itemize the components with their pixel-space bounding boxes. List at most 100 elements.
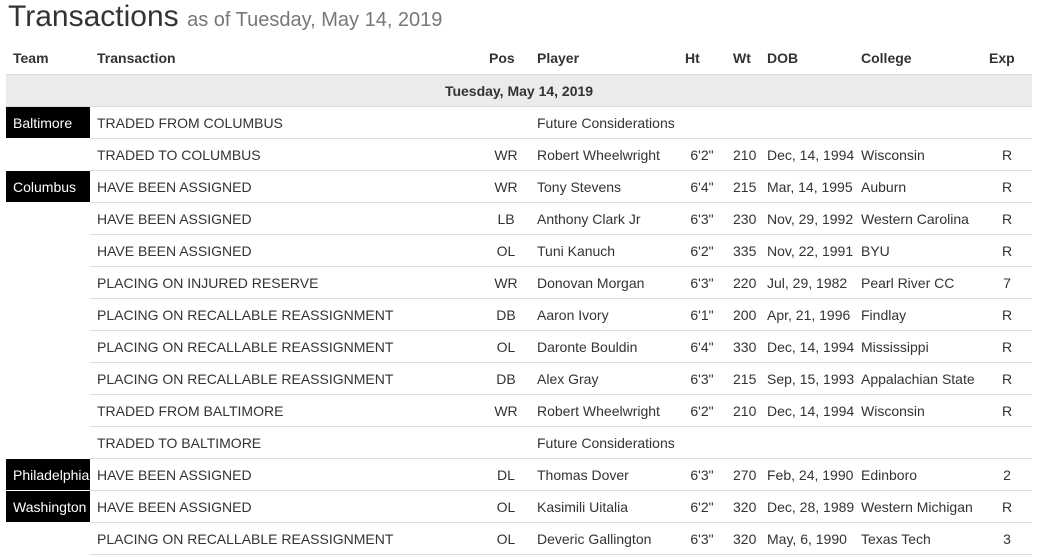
player-cell[interactable]: Kasimili Uitalia [530, 490, 678, 523]
table-row: Philadelphia HAVE BEEN ASSIGNED DL Thomas D… [6, 458, 1032, 491]
pos-cell: OL [482, 522, 530, 555]
dob-cell: Apr, 21, 1996 [760, 298, 854, 331]
college-cell: Western Michigan [854, 490, 982, 523]
table-row: Columbus HAVE BEEN ASSIGNED WR Tony Stevens… [6, 170, 1032, 203]
header-ht[interactable]: Ht [678, 42, 726, 75]
transaction-cell: PLACING ON RECALLABLE REASSIGNMENT [90, 362, 482, 395]
team-cell: Columbus [6, 170, 90, 203]
exp-cell: R [982, 490, 1032, 523]
transaction-cell: HAVE BEEN ASSIGNED [90, 170, 482, 203]
college-cell: Wisconsin [854, 394, 982, 427]
college-cell: Western Carolina [854, 202, 982, 235]
player-cell[interactable]: Thomas Dover [530, 458, 678, 491]
college-cell [854, 426, 982, 459]
transaction-cell: HAVE BEEN ASSIGNED [90, 458, 482, 491]
player-cell[interactable]: Future Considerations [530, 106, 678, 139]
team-cell [6, 298, 90, 331]
player-cell[interactable]: Tuni Kanuch [530, 234, 678, 267]
transaction-cell: TRADED FROM BALTIMORE [90, 394, 482, 427]
exp-cell: 7 [982, 266, 1032, 299]
dob-cell [760, 426, 854, 459]
college-cell: Findlay [854, 298, 982, 331]
college-cell: Auburn [854, 170, 982, 203]
wt-cell: 330 [726, 330, 760, 363]
transaction-cell: PLACING ON RECALLABLE REASSIGNMENT [90, 298, 482, 331]
player-cell[interactable]: Aaron Ivory [530, 298, 678, 331]
dob-cell: Dec, 14, 1994 [760, 138, 854, 171]
transactions-table: Team Transaction Pos Player Ht Wt DOB Co… [6, 42, 1032, 555]
exp-cell: 3 [982, 522, 1032, 555]
player-cell[interactable]: Deveric Gallington [530, 522, 678, 555]
exp-cell: R [982, 170, 1032, 203]
team-cell: Baltimore [6, 106, 90, 139]
team-cell [6, 266, 90, 299]
college-cell: Mississippi [854, 330, 982, 363]
dob-cell: Nov, 29, 1992 [760, 202, 854, 235]
wt-cell [726, 426, 760, 459]
table-row: PLACING ON RECALLABLE REASSIGNMENT OL Daro… [6, 330, 1032, 363]
table-row: Washington HAVE BEEN ASSIGNED OL Kasimili U… [6, 490, 1032, 523]
dob-cell: Dec, 14, 1994 [760, 330, 854, 363]
transaction-cell: HAVE BEEN ASSIGNED [90, 202, 482, 235]
header-player[interactable]: Player [530, 42, 678, 75]
college-cell: BYU [854, 234, 982, 267]
ht-cell: 6'2" [678, 490, 726, 523]
header-pos[interactable]: Pos [482, 42, 530, 75]
header-dob[interactable]: DOB [760, 42, 854, 75]
wt-cell: 335 [726, 234, 760, 267]
exp-cell: R [982, 362, 1032, 395]
transaction-cell: TRADED TO BALTIMORE [90, 426, 482, 459]
team-cell [6, 394, 90, 427]
pos-cell: DB [482, 298, 530, 331]
player-cell[interactable]: Robert Wheelwright [530, 394, 678, 427]
college-cell: Texas Tech [854, 522, 982, 555]
table-row: TRADED TO COLUMBUS WR Robert Wheelwright 6'… [6, 138, 1032, 171]
header-college[interactable]: College [854, 42, 982, 75]
pos-cell: OL [482, 330, 530, 363]
exp-cell: 2 [982, 458, 1032, 491]
transaction-cell: HAVE BEEN ASSIGNED [90, 490, 482, 523]
player-cell[interactable]: Alex Gray [530, 362, 678, 395]
dob-cell: Mar, 14, 1995 [760, 170, 854, 203]
exp-cell: R [982, 138, 1032, 171]
table-row: HAVE BEEN ASSIGNED LB Anthony Clark Jr 6'3"… [6, 202, 1032, 235]
player-cell[interactable]: Anthony Clark Jr [530, 202, 678, 235]
page-title-text: Transactions [8, 0, 179, 33]
team-cell: Washington [6, 490, 90, 523]
team-cell: Philadelphia [6, 458, 90, 491]
ht-cell: 6'2" [678, 394, 726, 427]
ht-cell: 6'3" [678, 362, 726, 395]
dob-cell: Sep, 15, 1993 [760, 362, 854, 395]
ht-cell [678, 426, 726, 459]
table-row: Baltimore TRADED FROM COLUMBUS Future Cons… [6, 106, 1032, 139]
table-row: PLACING ON INJURED RESERVE WR Donovan Morg… [6, 266, 1032, 299]
pos-cell: WR [482, 266, 530, 299]
exp-cell [982, 426, 1032, 459]
header-exp[interactable]: Exp [982, 42, 1032, 75]
ht-cell: 6'1" [678, 298, 726, 331]
header-wt[interactable]: Wt [726, 42, 760, 75]
header-team[interactable]: Team [6, 42, 90, 75]
wt-cell: 210 [726, 138, 760, 171]
header-transaction[interactable]: Transaction [90, 42, 482, 75]
team-cell [6, 362, 90, 395]
transaction-cell: PLACING ON RECALLABLE REASSIGNMENT [90, 522, 482, 555]
dob-cell: May, 6, 1990 [760, 522, 854, 555]
ht-cell: 6'3" [678, 202, 726, 235]
date-group-row: Tuesday, May 14, 2019 [6, 74, 1032, 107]
player-cell[interactable]: Robert Wheelwright [530, 138, 678, 171]
ht-cell [678, 106, 726, 139]
player-cell[interactable]: Tony Stevens [530, 170, 678, 203]
pos-cell: WR [482, 138, 530, 171]
pos-cell [482, 106, 530, 139]
team-cell [6, 202, 90, 235]
player-cell[interactable]: Donovan Morgan [530, 266, 678, 299]
wt-cell: 320 [726, 522, 760, 555]
ht-cell: 6'2" [678, 138, 726, 171]
player-cell[interactable]: Future Considerations [530, 426, 678, 459]
team-cell [6, 426, 90, 459]
player-cell[interactable]: Daronte Bouldin [530, 330, 678, 363]
pos-cell: OL [482, 490, 530, 523]
date-group-label: Tuesday, May 14, 2019 [6, 74, 1032, 107]
table-row: TRADED FROM BALTIMORE WR Robert Wheelwrigh… [6, 394, 1032, 427]
